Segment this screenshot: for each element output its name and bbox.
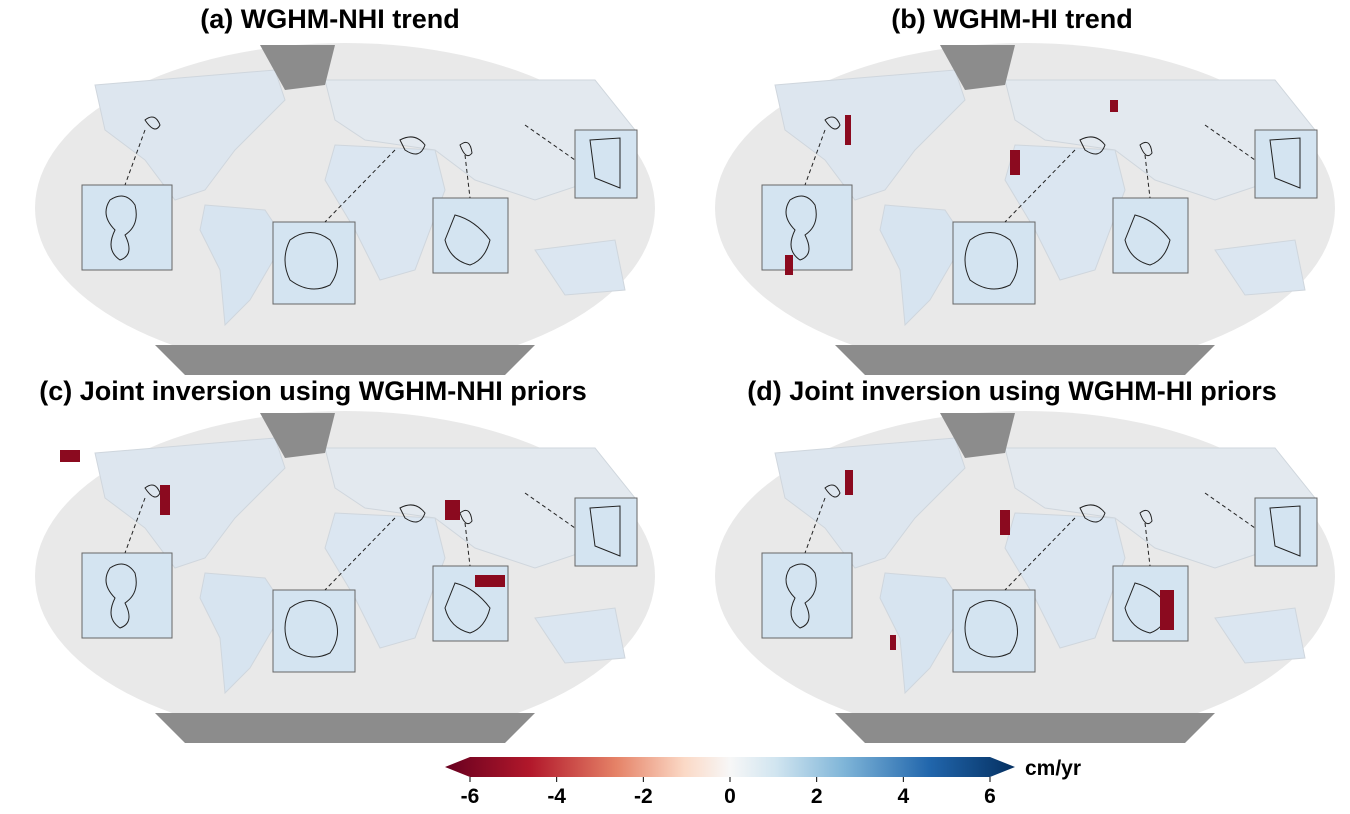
- colorbar-tick-label: -2: [634, 785, 653, 808]
- map-a: [35, 43, 655, 375]
- colorbar: [445, 757, 1015, 777]
- page: (a) WGHM-NHI trend (b) WGHM-HI trend (c)…: [0, 0, 1350, 809]
- colorbar-tick-label: 4: [897, 785, 909, 808]
- colorbar-tick-label: 2: [811, 785, 823, 808]
- colorbar-tick-label: 6: [984, 785, 996, 808]
- colorbar-label: cm/yr: [1025, 757, 1081, 780]
- panel-title: (a) WGHM-NHI trend: [200, 4, 459, 34]
- colorbar-tick-label: -4: [547, 785, 566, 808]
- map-c: [35, 411, 655, 743]
- map-d: [715, 411, 1335, 743]
- panel-title: (d) Joint inversion using WGHM-HI priors: [747, 376, 1277, 406]
- colorbar-tick-label: -6: [461, 785, 480, 808]
- figure: (a) WGHM-NHI trend (b) WGHM-HI trend (c)…: [0, 0, 1350, 809]
- panel-title: (b) WGHM-HI trend: [891, 4, 1132, 34]
- map-b: [715, 43, 1335, 375]
- panel-title: (c) Joint inversion using WGHM-NHI prior…: [39, 376, 587, 406]
- colorbar-tick-label: 0: [724, 785, 736, 808]
